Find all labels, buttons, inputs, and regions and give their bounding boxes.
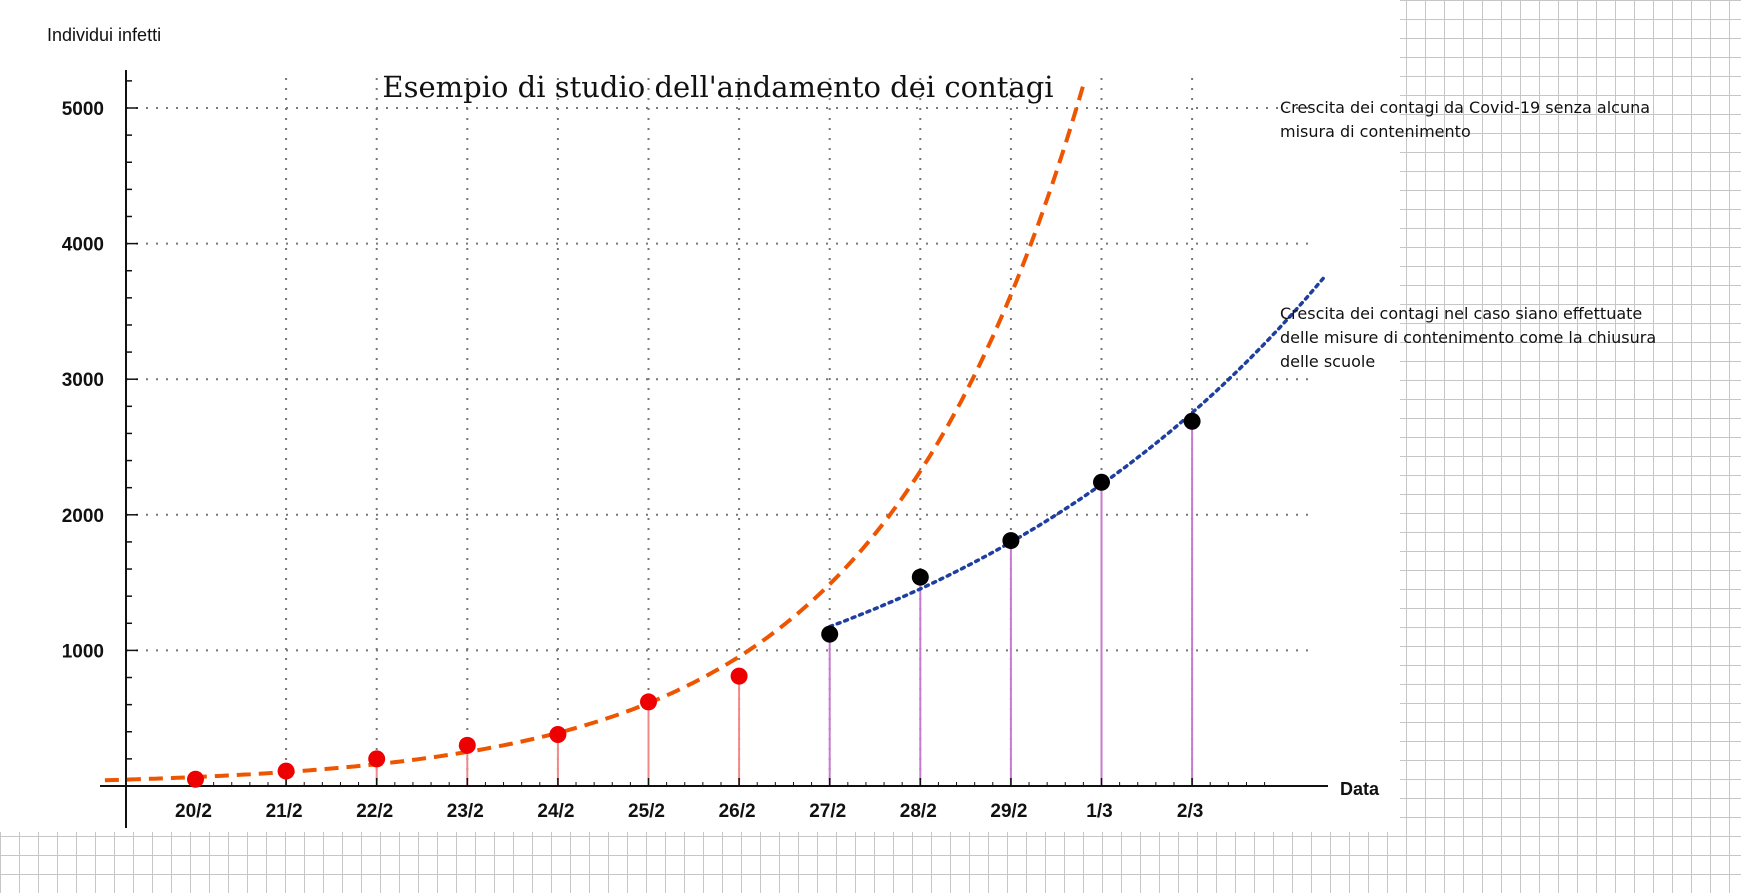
- annotation-no-containment: Crescita dei contagi da Covid-19 senza a…: [1280, 96, 1650, 144]
- annotation-line: Crescita dei contagi da Covid-19 senza a…: [1280, 98, 1651, 117]
- y-tick-label: 3000: [62, 370, 104, 391]
- x-tick-label: 27/2: [809, 801, 846, 822]
- data-point: [821, 625, 839, 643]
- data-point: [187, 770, 204, 788]
- data-point: [549, 725, 567, 743]
- chart-panel: 1000 2000 3000 4000 5000 20/2 21/2 22/2 23/2 24/2…: [47, 25, 1381, 828]
- x-tick-label: 22/2: [356, 801, 393, 822]
- fit-curve-with-containment: [827, 276, 1326, 629]
- y-tick-label: 5000: [62, 99, 104, 120]
- x-axis-label: Data: [1340, 779, 1380, 799]
- chart-svg: 1000 2000 3000 4000 5000 20/2 21/2 22/2 23/2 24/2…: [47, 25, 1380, 828]
- annotation-line: delle scuole: [1280, 352, 1376, 371]
- data-point: [277, 762, 295, 780]
- x-tick-label: 20/2: [175, 801, 212, 822]
- data-point: [730, 667, 748, 685]
- y-axis-label: Individui infetti: [47, 25, 161, 45]
- fit-curve-no-containment: [104, 84, 1086, 783]
- y-tick-label: 1000: [62, 641, 104, 662]
- x-tick-label: 29/2: [990, 801, 1027, 822]
- data-point: [1093, 473, 1110, 491]
- axis-layer: [100, 70, 1328, 828]
- x-tick-label: 23/2: [447, 801, 484, 822]
- curve-layer: [104, 84, 1326, 783]
- chart-title: Esempio di studio dell'andamento dei con…: [382, 70, 1053, 104]
- point-layer: [187, 412, 1201, 788]
- x-tick-label: 25/2: [628, 801, 665, 822]
- data-point: [458, 736, 476, 754]
- x-tick-label: 21/2: [266, 801, 303, 822]
- annotation-line: Crescita dei contagi nel caso siano effe…: [1280, 304, 1643, 323]
- y-tick-label: 2000: [62, 506, 104, 527]
- x-tick-label: 28/2: [900, 801, 937, 822]
- x-tick-label: 24/2: [537, 801, 574, 822]
- x-tick-label: 26/2: [719, 801, 756, 822]
- data-point: [640, 693, 657, 711]
- y-tick-label: 4000: [62, 235, 104, 256]
- data-point: [368, 750, 386, 768]
- annotation-line: delle misure di contenimento come la chi…: [1280, 328, 1657, 347]
- x-tick-label: 2/3: [1177, 801, 1203, 822]
- label-layer: 1000 2000 3000 4000 5000 20/2 21/2 22/2 23/2 24/2…: [62, 99, 1204, 822]
- annotation-line: misura di contenimento: [1280, 122, 1471, 141]
- stem-layer: [194, 421, 1194, 786]
- data-point: [911, 568, 929, 586]
- grid-layer: [126, 78, 1315, 786]
- x-tick-label: 1/3: [1086, 801, 1112, 822]
- data-point: [1183, 412, 1201, 430]
- data-point: [1002, 532, 1020, 550]
- annotation-with-containment: Crescita dei contagi nel caso siano effe…: [1280, 302, 1656, 374]
